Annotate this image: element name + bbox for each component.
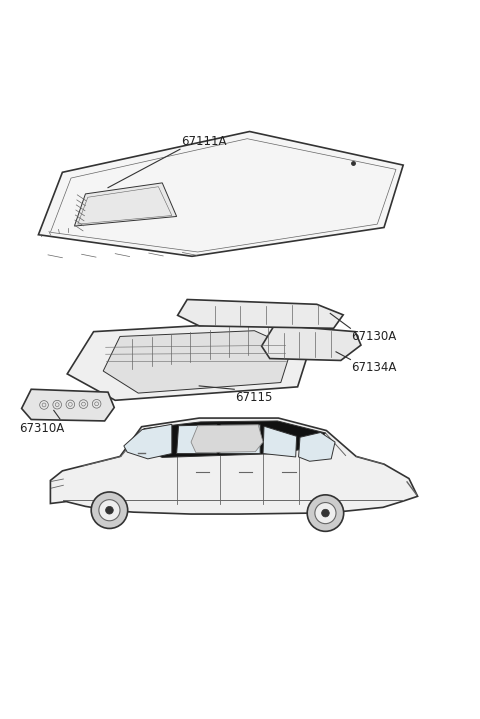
Polygon shape xyxy=(124,424,172,459)
Polygon shape xyxy=(74,183,177,226)
Circle shape xyxy=(99,500,120,521)
Text: 67115: 67115 xyxy=(235,390,273,403)
Circle shape xyxy=(91,492,128,528)
Polygon shape xyxy=(263,426,297,457)
Polygon shape xyxy=(67,322,312,400)
Circle shape xyxy=(315,503,336,523)
Circle shape xyxy=(106,506,113,514)
Text: 67111A: 67111A xyxy=(181,135,227,148)
Polygon shape xyxy=(136,421,325,457)
Circle shape xyxy=(322,509,329,517)
Polygon shape xyxy=(177,425,217,454)
Polygon shape xyxy=(22,389,114,421)
Polygon shape xyxy=(178,300,343,329)
Polygon shape xyxy=(50,418,418,514)
Text: 67310A: 67310A xyxy=(19,422,64,435)
Polygon shape xyxy=(299,432,335,462)
Polygon shape xyxy=(220,425,260,454)
Polygon shape xyxy=(191,425,263,453)
Polygon shape xyxy=(262,325,361,360)
Text: 67134A: 67134A xyxy=(351,361,397,374)
Circle shape xyxy=(307,495,344,531)
Polygon shape xyxy=(38,132,403,256)
Text: 67130A: 67130A xyxy=(351,330,396,343)
Polygon shape xyxy=(103,331,292,393)
